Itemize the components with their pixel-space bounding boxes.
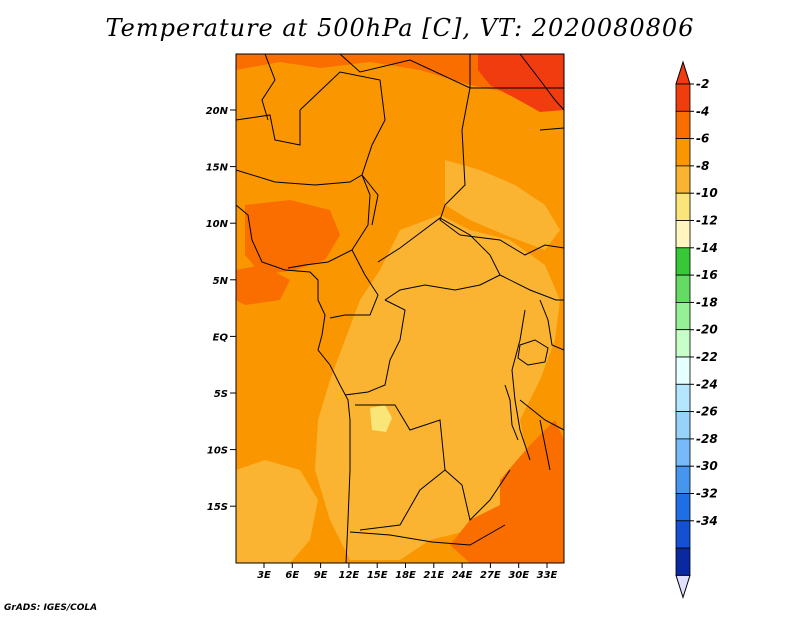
lon-tick-label: 12E (339, 570, 360, 581)
colorbar-label: -26 (696, 405, 718, 419)
lon-tick-label: 15E (367, 570, 388, 581)
lat-tick-label: 5S (214, 389, 228, 400)
country-borders (236, 54, 564, 563)
colorbar-label: -4 (696, 104, 709, 118)
colorbar-label: -6 (696, 132, 709, 146)
border-cameroon (329, 249, 379, 319)
lon-tick-label: 18E (395, 570, 416, 581)
colorbar-top-arrow (675, 60, 691, 85)
lon-tick-label: 27E (480, 570, 501, 581)
lat-tick-label: 10S (207, 446, 228, 457)
lat-tick-label: 20N (206, 106, 229, 117)
border-niger-chad (299, 71, 386, 176)
colorbar-label: -8 (696, 159, 709, 173)
colorbar-segment (675, 165, 691, 194)
lat-tick-label: 15N (206, 163, 229, 174)
colorbar: -2 -4 -6 -8 -10 -12 -14 -16 -18 -20 -22 -24 -26 -28 -3… (675, 60, 718, 600)
colorbar-label: -20 (696, 323, 718, 337)
colorbar-label: -24 (696, 377, 718, 391)
border-horn (539, 127, 564, 131)
colorbar-segment (675, 329, 691, 358)
lon-tick-label: 9E (314, 570, 328, 581)
colorbar-segment (675, 301, 691, 331)
temperature-field (236, 54, 564, 563)
colorbar-segment (675, 520, 691, 549)
field-band-west (245, 200, 340, 275)
border-north-west (261, 54, 276, 121)
border-uganda-kenya (539, 299, 564, 351)
border-drc-congo (344, 299, 406, 396)
lake-malawi (539, 419, 551, 471)
border-west-inland (236, 110, 301, 146)
colorbar-label: -30 (696, 459, 718, 473)
lat-tick-label: 10N (206, 219, 229, 230)
lat-tick-label: EQ (213, 332, 229, 343)
lon-tick-label: 33E (537, 570, 558, 581)
field-band-coast (236, 265, 290, 305)
colorbar-segment (675, 465, 691, 494)
field-patch-angola (370, 405, 392, 432)
border-namibia (349, 524, 506, 546)
border-chad-sudan (439, 87, 471, 236)
colorbar-label: -32 (696, 487, 718, 501)
colorbar-label: -2 (696, 77, 709, 91)
lon-tick-label: 30E (508, 570, 529, 581)
colorbar-label: -34 (696, 514, 718, 528)
lake-tanganyika (504, 384, 519, 441)
map-frame (235, 53, 565, 564)
colorbar-segment (675, 110, 691, 140)
field-band-sw (236, 460, 318, 563)
red-sea-coast (519, 54, 564, 111)
border-drc-east (511, 309, 531, 461)
longitude-axis: 3E 6E 9E 12E 15E 18E 21E 24E 27E 30E 33E (257, 563, 558, 581)
colorbar-segment (675, 493, 691, 522)
border-angola-zambia (359, 469, 446, 531)
colorbar-segment (675, 274, 691, 303)
colorbar-segment (675, 356, 691, 385)
colorbar-segment (675, 192, 691, 221)
field-band-ne (445, 160, 560, 250)
colorbar-segment (675, 438, 691, 467)
field-band-central (315, 215, 560, 560)
colorbar-label: -18 (696, 295, 718, 309)
border-south-sudan (499, 274, 564, 301)
latitude-axis: 20N 15N 10N 5N EQ 5S 10S 15S (206, 106, 236, 513)
lon-tick-label: 21E (423, 570, 444, 581)
colorbar-segment (675, 83, 691, 112)
lon-tick-label: 6E (285, 570, 299, 581)
colorbar-segment (675, 138, 691, 167)
lat-tick-label: 5N (213, 276, 229, 287)
map-title: Temperature at 500hPa [C], VT: 202008080… (105, 14, 695, 42)
colorbar-segment (675, 547, 691, 576)
lon-tick-label: 3E (257, 570, 271, 581)
lake-victoria (517, 339, 549, 366)
colorbar-segment (675, 220, 691, 249)
colorbar-label: -10 (696, 186, 718, 200)
border-tanzania (519, 399, 564, 431)
colorbar-segment (675, 247, 691, 276)
colorbar-label: -28 (696, 432, 718, 446)
border-chad-cameroon (361, 174, 379, 226)
border-nigeria (236, 169, 371, 269)
colorbar-label: -12 (696, 214, 718, 228)
field-band-se (450, 420, 564, 563)
lat-tick-label: 15S (207, 502, 228, 513)
colorbar-label: -22 (696, 350, 718, 364)
colorbar-label: -16 (696, 268, 718, 282)
colorbar-bottom-arrow (675, 574, 691, 600)
grads-credit: GrADS: IGES/COLA (4, 603, 98, 613)
colorbar-label: -14 (696, 241, 718, 255)
colorbar-segment (675, 383, 691, 412)
field-patch-ne (478, 54, 564, 112)
lon-tick-label: 24E (452, 570, 473, 581)
colorbar-segment (675, 411, 691, 440)
border-libya-chad (339, 54, 471, 89)
border-sudan-southsudan (459, 234, 564, 256)
coastline-west-africa (236, 204, 351, 563)
